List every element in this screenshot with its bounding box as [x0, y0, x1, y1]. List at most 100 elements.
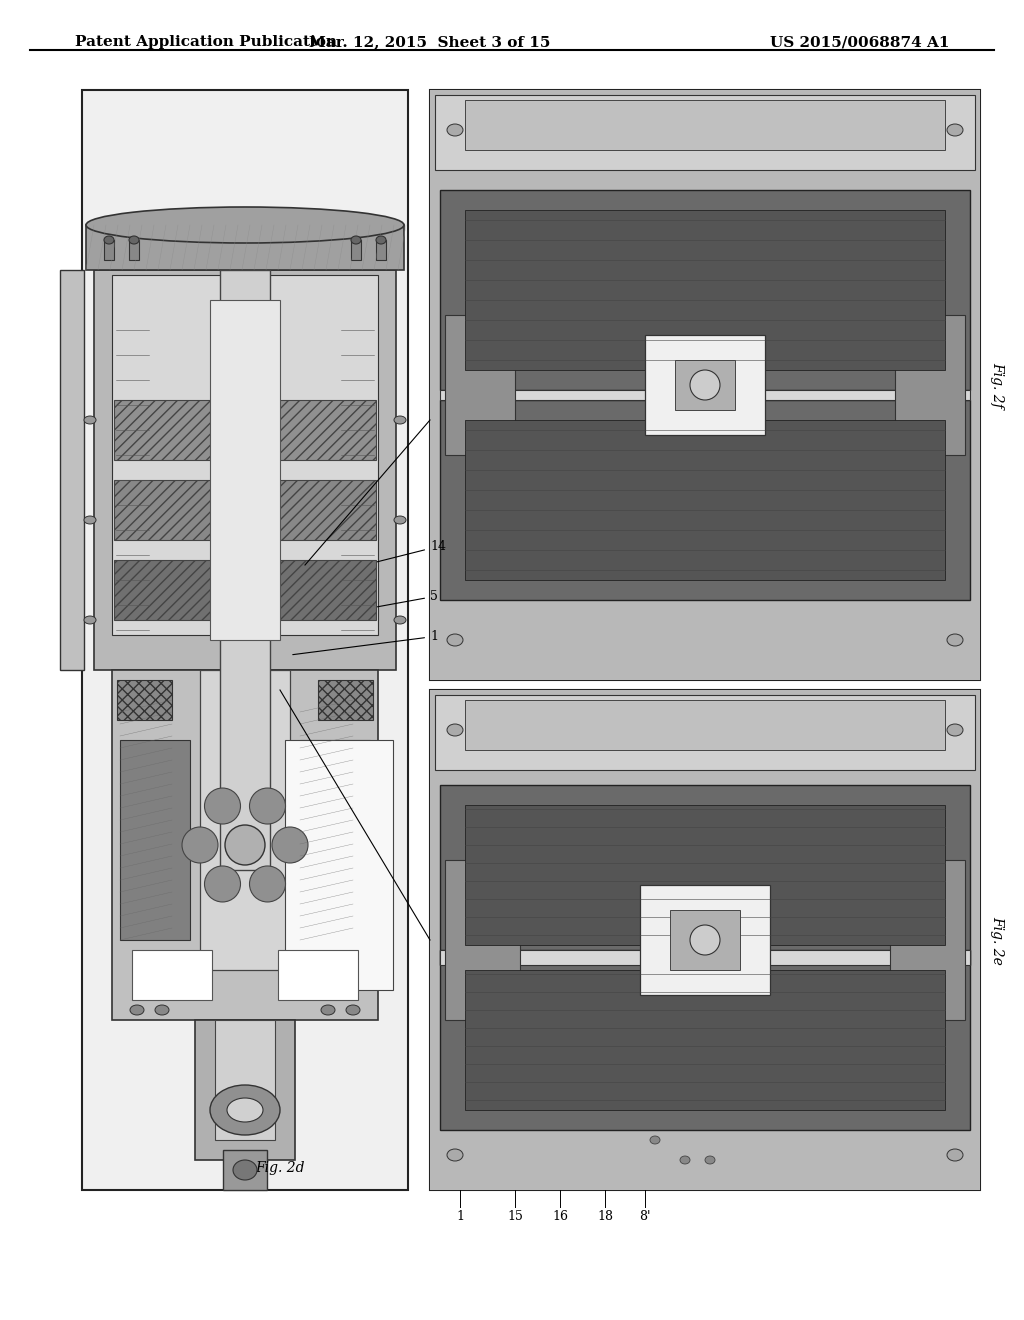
Ellipse shape [225, 825, 265, 865]
Bar [300, 741, 370, 940]
Ellipse shape [205, 866, 241, 902]
Ellipse shape [182, 828, 218, 863]
Bar [430, 90, 980, 680]
Bar [445, 315, 515, 455]
Bar [465, 100, 945, 150]
Text: 18: 18 [597, 1210, 613, 1224]
Ellipse shape [376, 236, 386, 244]
Bar [132, 950, 212, 1001]
Ellipse shape [947, 723, 963, 737]
Bar [351, 240, 361, 260]
Ellipse shape [321, 1005, 335, 1015]
Text: Mar. 12, 2015  Sheet 3 of 15: Mar. 12, 2015 Sheet 3 of 15 [309, 36, 551, 49]
Ellipse shape [130, 1005, 144, 1015]
Bar [114, 480, 376, 540]
Bar [60, 271, 84, 671]
Text: 8': 8' [639, 1210, 650, 1224]
Bar [223, 1150, 267, 1191]
Bar [645, 335, 765, 436]
Bar [465, 210, 945, 370]
Bar [112, 275, 378, 635]
Bar [440, 389, 970, 400]
Ellipse shape [447, 1148, 463, 1162]
Bar [104, 240, 114, 260]
Text: Patent Application Publication: Patent Application Publication [75, 36, 337, 49]
Text: 16: 16 [552, 1210, 568, 1224]
Ellipse shape [84, 416, 96, 424]
Ellipse shape [84, 516, 96, 524]
Ellipse shape [680, 1156, 690, 1164]
Bar [129, 240, 139, 260]
Ellipse shape [210, 1085, 280, 1135]
Text: Fig. 2f: Fig. 2f [990, 362, 1004, 408]
Bar [430, 690, 980, 1191]
Bar [445, 861, 520, 1020]
Ellipse shape [947, 124, 963, 136]
Bar [465, 805, 945, 945]
Text: 1: 1 [293, 630, 438, 655]
Bar [318, 680, 373, 719]
Ellipse shape [394, 616, 406, 624]
Bar [465, 970, 945, 1110]
Bar [376, 240, 386, 260]
Ellipse shape [394, 516, 406, 524]
Bar [215, 1020, 275, 1140]
Bar [435, 696, 975, 770]
Bar [675, 360, 735, 411]
Bar [430, 690, 980, 1191]
Bar [435, 95, 975, 170]
Ellipse shape [129, 236, 139, 244]
Bar [890, 861, 965, 1020]
Bar [440, 785, 970, 965]
Ellipse shape [947, 1148, 963, 1162]
Bar [440, 400, 970, 601]
Bar [112, 671, 378, 1020]
Bar [465, 420, 945, 579]
Text: Fig. 2e: Fig. 2e [990, 916, 1004, 965]
Text: Fig. 2d: Fig. 2d [255, 1162, 305, 1175]
Ellipse shape [351, 236, 361, 244]
Ellipse shape [346, 1005, 360, 1015]
Ellipse shape [690, 370, 720, 400]
Ellipse shape [250, 866, 286, 902]
Ellipse shape [205, 788, 241, 824]
Bar [114, 560, 376, 620]
Bar [465, 700, 945, 750]
Text: 15: 15 [507, 1210, 523, 1224]
Ellipse shape [104, 236, 114, 244]
Bar [210, 300, 280, 640]
Ellipse shape [84, 616, 96, 624]
Bar [117, 680, 172, 719]
Text: 1: 1 [456, 1210, 464, 1224]
Bar [430, 90, 980, 680]
Ellipse shape [690, 925, 720, 954]
Bar [94, 271, 396, 671]
Ellipse shape [272, 828, 308, 863]
Text: US 2015/0068874 A1: US 2015/0068874 A1 [770, 36, 950, 49]
Bar [278, 950, 358, 1001]
Bar [895, 315, 965, 455]
Bar [640, 884, 770, 995]
Bar [200, 671, 290, 970]
Ellipse shape [705, 1156, 715, 1164]
Ellipse shape [650, 1137, 660, 1144]
Ellipse shape [250, 788, 286, 824]
Bar [220, 271, 270, 870]
Bar [86, 224, 404, 271]
Bar [114, 400, 376, 459]
Ellipse shape [447, 124, 463, 136]
Ellipse shape [394, 416, 406, 424]
Bar [440, 950, 970, 1130]
Ellipse shape [227, 1098, 263, 1122]
Text: 14: 14 [307, 540, 446, 579]
Ellipse shape [947, 634, 963, 645]
Ellipse shape [233, 1160, 257, 1180]
Bar [120, 741, 190, 940]
Ellipse shape [86, 207, 404, 243]
Bar [195, 1020, 295, 1160]
Bar [82, 90, 408, 1191]
Bar [285, 741, 393, 990]
Ellipse shape [447, 634, 463, 645]
Bar [440, 950, 970, 965]
Bar [670, 909, 740, 970]
